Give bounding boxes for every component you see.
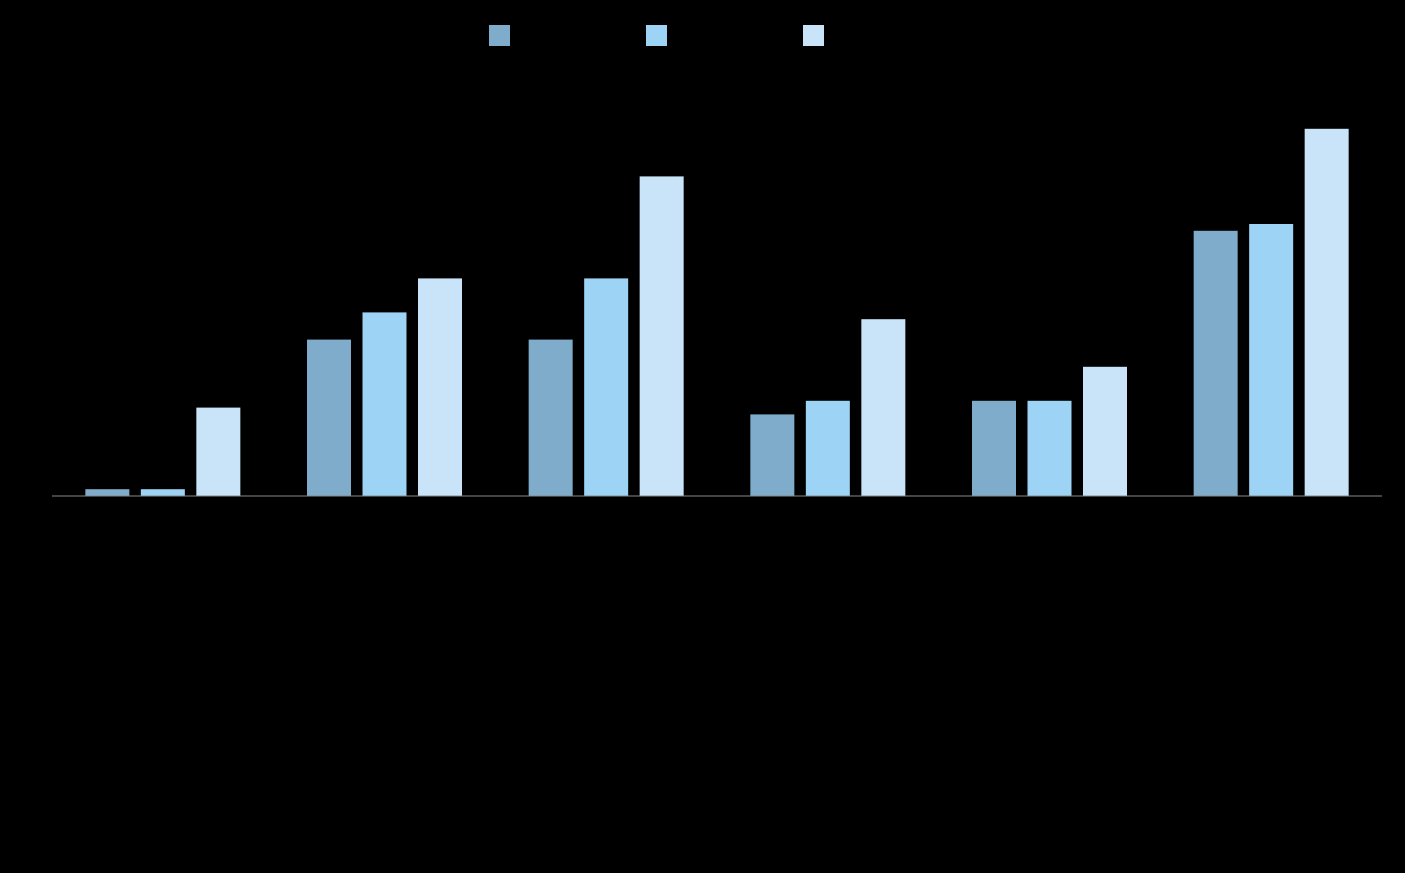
bar [307,339,351,496]
bar [140,489,185,496]
bar [1304,128,1349,497]
bar [639,176,684,496]
bar [750,414,795,496]
bar [1193,230,1238,497]
bar [1249,224,1294,496]
legend-swatch [646,25,667,46]
bar [528,339,573,496]
bar [861,319,906,496]
bar [972,400,1016,496]
bar [85,489,130,496]
bar [805,400,850,496]
bar [1027,400,1072,496]
bar [196,407,241,496]
legend-swatch [803,25,824,46]
bar [1083,366,1127,496]
bar [362,312,407,496]
bar [418,278,462,496]
bar [584,278,629,496]
legend-swatch [489,25,510,46]
